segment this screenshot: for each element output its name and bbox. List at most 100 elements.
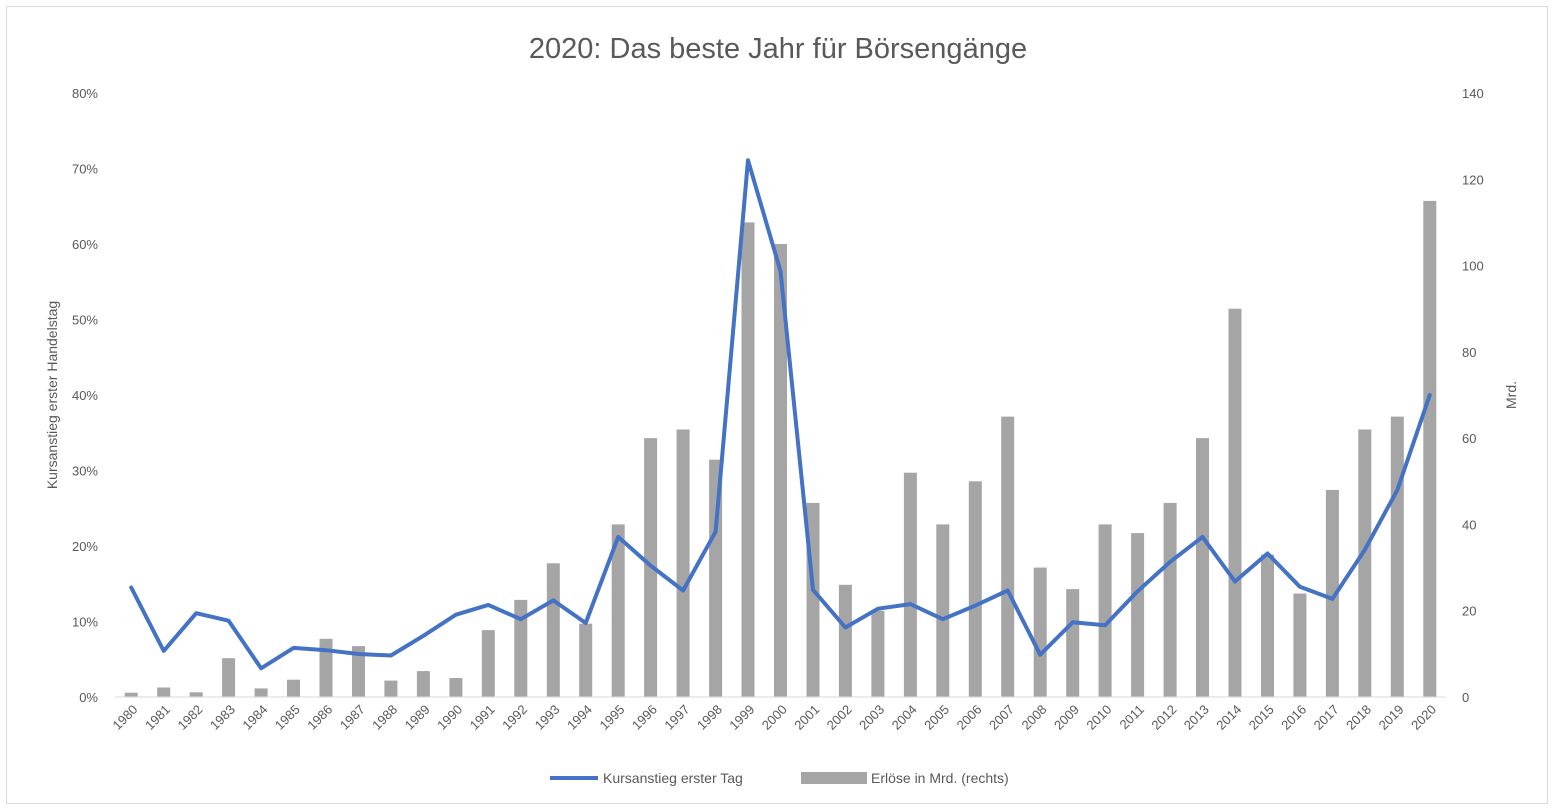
x-tick-2017: 2017 [1311,702,1342,733]
legend: Kursanstieg erster Tag Erlöse in Mrd. (r… [550,770,1009,786]
legend-bar-swatch [801,772,867,784]
bar-2009 [1066,589,1080,697]
x-tick-1990: 1990 [434,702,465,733]
bar-2015 [1261,554,1274,697]
bar-1989 [416,671,430,697]
x-tick-2019: 2019 [1376,702,1407,733]
legend-label-bar: Erlöse in Mrd. (rechts) [871,770,1009,786]
x-tick-1991: 1991 [467,702,498,733]
bar-1984 [254,688,268,697]
x-tick-2014: 2014 [1213,702,1244,733]
y-tick-right: 140 [1462,86,1484,101]
chart-title: 2020: Das beste Jahr für Börsengänge [529,33,1027,65]
y-tick-left: 10% [72,615,98,630]
x-tick-2009: 2009 [1051,702,1082,733]
x-tick-2008: 2008 [1018,702,1049,733]
bar-2008 [1033,567,1047,697]
bar-1987 [352,646,365,697]
x-tick-labels: 1980 1981 1982 1983 1984 1985 1986 1987 1988 1989… [109,702,1439,733]
x-tick-2007: 2007 [986,702,1017,733]
bar-2012 [1163,502,1177,697]
x-tick-2018: 2018 [1343,702,1374,733]
x-tick-2001: 2001 [791,702,822,733]
bar-2014 [1228,308,1242,697]
x-tick-1993: 1993 [532,702,563,733]
y-tick-left: 80% [72,86,98,101]
x-tick-2000: 2000 [759,702,790,733]
bar-1980 [124,692,138,697]
bar-2010 [1098,524,1112,697]
x-tick-2011: 2011 [1117,702,1147,732]
y-tick-right: 60 [1462,431,1476,446]
bar-1983 [222,658,236,697]
bar-2018 [1358,429,1372,697]
x-tick-2005: 2005 [921,702,952,733]
x-tick-1994: 1994 [564,702,595,733]
x-tick-1987: 1987 [337,702,368,733]
x-tick-1985: 1985 [272,702,303,733]
x-tick-1982: 1982 [174,702,205,733]
y-axis-title-right: Mrd. [1503,381,1519,409]
bar-2020 [1423,200,1437,697]
bar-2000 [774,244,787,697]
x-tick-1984: 1984 [239,702,270,733]
x-tick-2003: 2003 [856,702,887,733]
y-axis-title-left: Kursanstieg erster Handelstag [44,301,60,489]
x-tick-1989: 1989 [402,702,433,733]
bar-1981 [157,687,171,697]
x-tick-2016: 2016 [1278,702,1309,733]
y-tick-right: 20 [1462,604,1476,619]
y-tick-right: 40 [1462,517,1476,532]
x-tick-1980: 1980 [109,702,140,733]
bar-1999 [741,222,755,697]
bar-1993 [546,563,560,697]
bar-1988 [384,680,398,697]
bar-1992 [514,599,528,697]
bar-1994 [579,623,593,697]
bar-1997 [676,429,690,697]
x-tick-2020: 2020 [1408,702,1439,733]
bar-2004 [903,472,917,697]
line-series-kursanstieg [129,158,1432,671]
bar-1982 [189,692,203,697]
x-tick-1996: 1996 [629,702,660,733]
y-tick-labels-right: 0 20 40 60 80 100 120 140 [1462,86,1484,705]
y-tick-right: 120 [1462,172,1484,187]
bar-2005 [936,524,950,697]
y-tick-left: 0% [79,690,98,705]
legend-label-line: Kursanstieg erster Tag [603,770,743,786]
x-tick-1988: 1988 [369,702,400,733]
bar-2007 [1001,416,1015,697]
x-tick-2004: 2004 [889,702,920,733]
bar-2019 [1390,416,1404,697]
bar-1990 [449,678,463,697]
y-tick-left: 50% [72,313,98,328]
bar-2006 [968,481,982,697]
y-tick-left: 30% [72,464,98,479]
x-tick-2013: 2013 [1181,702,1212,733]
x-tick-1981: 1981 [142,702,173,733]
bar-2011 [1131,533,1145,697]
y-tick-left: 70% [72,162,98,177]
bar-2003 [871,610,885,697]
y-tick-right: 100 [1462,259,1484,274]
x-tick-2002: 2002 [824,702,855,733]
bar-2013 [1196,438,1209,697]
bar-1991 [481,630,495,697]
x-tick-2012: 2012 [1148,702,1179,733]
bar-2016 [1293,593,1307,697]
bar-1998 [709,459,723,697]
bar-1995 [611,524,625,697]
y-tick-left: 60% [72,237,98,252]
bar-1985 [287,679,300,697]
x-tick-1995: 1995 [596,702,627,733]
x-tick-2006: 2006 [954,702,985,733]
y-tick-right: 80 [1462,345,1476,360]
x-tick-1999: 1999 [726,702,757,733]
x-tick-1983: 1983 [207,702,238,733]
x-tick-2010: 2010 [1083,702,1114,733]
bar-1986 [319,638,333,697]
x-tick-1992: 1992 [499,702,530,733]
bar-2017 [1325,489,1339,697]
bar-series [124,200,1437,697]
